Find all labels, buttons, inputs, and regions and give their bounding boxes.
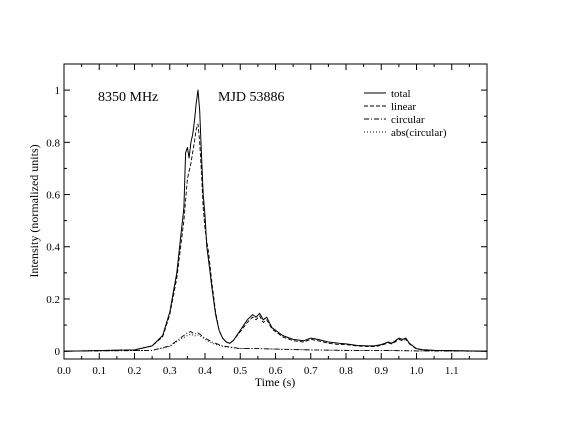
x-tick-label: 0.1 (92, 365, 106, 377)
x-axis-title: Time (s) (255, 375, 296, 389)
series-line-linear (63, 123, 488, 352)
legend-label-abs-circular: abs(circular) (391, 127, 447, 139)
series-layer (63, 89, 488, 352)
series-line-abs-circular (63, 333, 488, 352)
annotation-frequency: 8350 MHz (98, 90, 158, 105)
series-line-circular (63, 331, 488, 352)
annotation-mjd: MJD 53886 (218, 90, 285, 105)
y-tick-label: 0.8 (46, 137, 60, 149)
x-tick-label: 0.4 (198, 365, 212, 377)
x-axis: 0.0 0.1 0.2 0.3 0.4 0.5 0.6 0.7 0.8 0.9 1.0 1.1 (57, 64, 470, 377)
legend-label-total: total (391, 88, 411, 100)
y-tick-label: 1 (55, 85, 61, 97)
x-tick-label: 0.5 (233, 365, 247, 377)
x-tick-label: 0.3 (163, 365, 177, 377)
plot-frame (63, 63, 488, 360)
legend: total linear circular abs(circular) (364, 88, 447, 139)
x-tick-label: 0.7 (304, 365, 318, 377)
y-axis: 0 0.2 0.4 0.6 0.8 1 (46, 85, 487, 358)
legend-label-circular: circular (391, 114, 425, 126)
y-tick-label: 0.4 (46, 242, 60, 254)
x-tick-label: 0.0 (57, 365, 71, 377)
legend-label-linear: linear (391, 101, 416, 113)
y-tick-label: 0.2 (46, 294, 60, 306)
y-tick-label: 0.6 (46, 190, 60, 202)
y-axis-title: Intensity (normalized units) (27, 144, 41, 277)
y-tick-label: 0 (55, 346, 61, 358)
x-tick-label: 0.9 (374, 365, 388, 377)
x-tick-label: 1.1 (445, 365, 459, 377)
x-tick-label: 1.0 (410, 365, 424, 377)
x-tick-label: 0.2 (128, 365, 142, 377)
x-tick-label: 0.6 (269, 365, 283, 377)
series-line-total (63, 89, 488, 352)
x-tick-label: 0.8 (339, 365, 353, 377)
